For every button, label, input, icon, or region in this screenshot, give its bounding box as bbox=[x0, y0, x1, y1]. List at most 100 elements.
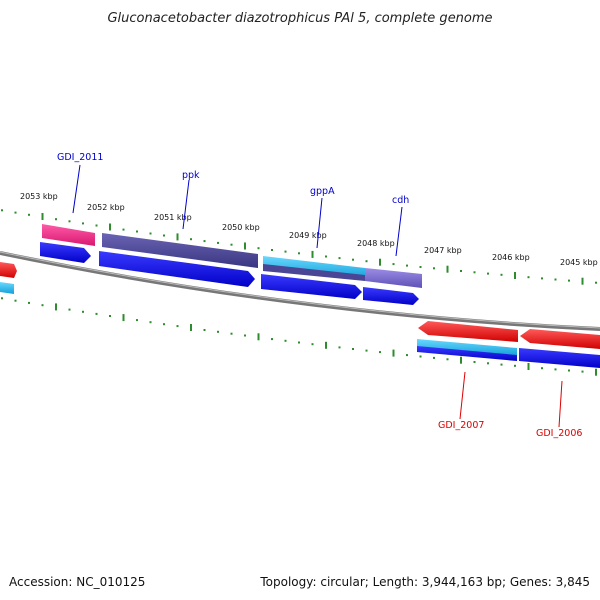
lower-major-tick bbox=[527, 363, 530, 370]
lower-minor-tick bbox=[541, 367, 543, 370]
upper-minor-tick bbox=[14, 211, 17, 214]
upper-major-tick bbox=[514, 272, 516, 279]
upper-minor-tick bbox=[460, 270, 462, 272]
feature-cyan-left-edge bbox=[0, 282, 14, 294]
lower-minor-tick bbox=[68, 308, 71, 311]
lower-minor-tick bbox=[284, 339, 287, 342]
lower-major-tick bbox=[257, 333, 260, 341]
upper-minor-tick bbox=[500, 273, 503, 276]
lower-minor-tick bbox=[581, 370, 584, 373]
upper-minor-tick bbox=[365, 260, 368, 263]
upper-minor-tick bbox=[541, 277, 543, 280]
lower-minor-tick bbox=[500, 363, 503, 366]
lower-minor-tick bbox=[1, 297, 3, 300]
lower-minor-tick bbox=[365, 349, 368, 352]
upper-minor-tick bbox=[338, 257, 341, 260]
cds-gdi-2011[interactable] bbox=[40, 242, 91, 263]
label-cdh[interactable]: cdh bbox=[392, 195, 409, 206]
lower-minor-tick bbox=[82, 310, 84, 313]
upper-minor-tick bbox=[203, 240, 206, 243]
leader-gdi-2011 bbox=[72, 164, 81, 214]
tick-label-2045: 2045 kbp bbox=[560, 258, 598, 267]
tick-label-2051: 2051 kbp bbox=[154, 213, 192, 222]
label-gdi-2007[interactable]: GDI_2007 bbox=[438, 420, 484, 431]
tick-label-2052: 2052 kbp bbox=[87, 203, 125, 212]
lower-minor-tick bbox=[433, 356, 435, 359]
lower-minor-tick bbox=[271, 338, 273, 341]
lower-minor-tick bbox=[473, 361, 476, 363]
cds-cdh[interactable] bbox=[363, 287, 419, 305]
lower-major-tick bbox=[392, 349, 395, 357]
tick-label-2050: 2050 kbp bbox=[222, 223, 260, 232]
lower-minor-tick bbox=[176, 325, 179, 328]
lower-minor-tick bbox=[379, 351, 381, 354]
upper-minor-tick bbox=[95, 224, 98, 227]
upper-minor-tick bbox=[284, 250, 287, 253]
upper-minor-tick bbox=[122, 228, 125, 231]
upper-minor-tick bbox=[257, 247, 260, 250]
cds-ppk[interactable] bbox=[99, 251, 255, 287]
gene-gdi-2007[interactable] bbox=[418, 321, 518, 342]
feature-red-left-edge bbox=[0, 262, 17, 278]
leader-ppk bbox=[182, 179, 190, 230]
lower-minor-tick bbox=[514, 364, 516, 367]
lower-minor-tick bbox=[568, 369, 570, 372]
upper-major-tick bbox=[176, 233, 179, 241]
cds-gppa[interactable] bbox=[261, 274, 362, 299]
upper-minor-tick bbox=[271, 249, 273, 251]
lower-minor-tick bbox=[109, 315, 111, 317]
upper-minor-tick bbox=[473, 271, 476, 274]
genome-backbone-highlight bbox=[0, 251, 600, 329]
gene-cdh[interactable] bbox=[365, 268, 422, 288]
cds-gdi-2006-blue[interactable] bbox=[519, 348, 600, 368]
lower-major-tick bbox=[325, 341, 327, 349]
upper-major-tick bbox=[244, 242, 246, 250]
upper-minor-tick bbox=[190, 238, 192, 241]
genome-backbone bbox=[0, 251, 600, 331]
tick-label-2047: 2047 kbp bbox=[424, 246, 462, 255]
lower-minor-tick bbox=[230, 332, 233, 335]
tick-label-2049: 2049 kbp bbox=[289, 231, 327, 240]
upper-minor-tick bbox=[68, 220, 71, 223]
gene-gdi-2006[interactable] bbox=[520, 329, 600, 349]
leader-cdh bbox=[395, 206, 403, 257]
gene-ppk[interactable] bbox=[102, 233, 258, 268]
upper-minor-tick bbox=[55, 218, 57, 221]
lower-minor-tick bbox=[14, 299, 17, 302]
upper-major-tick bbox=[109, 223, 111, 231]
lower-minor-tick bbox=[419, 355, 422, 358]
lower-minor-tick bbox=[487, 362, 489, 365]
gene-gdi-2011[interactable] bbox=[42, 224, 95, 246]
upper-minor-tick bbox=[487, 272, 489, 275]
upper-minor-tick bbox=[28, 213, 30, 216]
lower-minor-tick bbox=[244, 334, 246, 337]
lower-minor-tick bbox=[41, 304, 44, 307]
lower-minor-tick bbox=[554, 368, 557, 371]
upper-minor-tick bbox=[217, 241, 219, 244]
upper-minor-tick bbox=[352, 258, 354, 261]
upper-major-tick bbox=[581, 277, 584, 285]
label-gdi-2006[interactable]: GDI_2006 bbox=[536, 428, 582, 439]
cds-gdi-2007-cyan[interactable] bbox=[417, 339, 517, 356]
lower-minor-tick bbox=[338, 346, 341, 349]
label-gppa[interactable]: gppA bbox=[310, 186, 335, 197]
upper-major-tick bbox=[41, 213, 44, 220]
upper-minor-tick bbox=[163, 234, 165, 237]
label-gdi-2011[interactable]: GDI_2011 bbox=[57, 152, 103, 163]
upper-minor-tick bbox=[406, 264, 408, 267]
lower-minor-tick bbox=[446, 358, 449, 361]
lower-minor-tick bbox=[136, 319, 138, 322]
upper-minor-tick bbox=[433, 267, 435, 270]
tick-label-2046: 2046 kbp bbox=[492, 253, 530, 262]
upper-minor-tick bbox=[149, 232, 152, 235]
leader-gdi-2006 bbox=[558, 380, 563, 428]
upper-minor-tick bbox=[136, 230, 138, 233]
label-ppk[interactable]: ppk bbox=[182, 170, 200, 181]
gene-gppa-lower[interactable] bbox=[263, 264, 365, 281]
cds-gdi-2007-blue[interactable] bbox=[417, 346, 517, 361]
upper-major-tick bbox=[379, 258, 381, 266]
upper-minor-tick bbox=[392, 263, 395, 266]
upper-minor-tick bbox=[595, 281, 597, 284]
lower-minor-tick bbox=[406, 354, 408, 357]
